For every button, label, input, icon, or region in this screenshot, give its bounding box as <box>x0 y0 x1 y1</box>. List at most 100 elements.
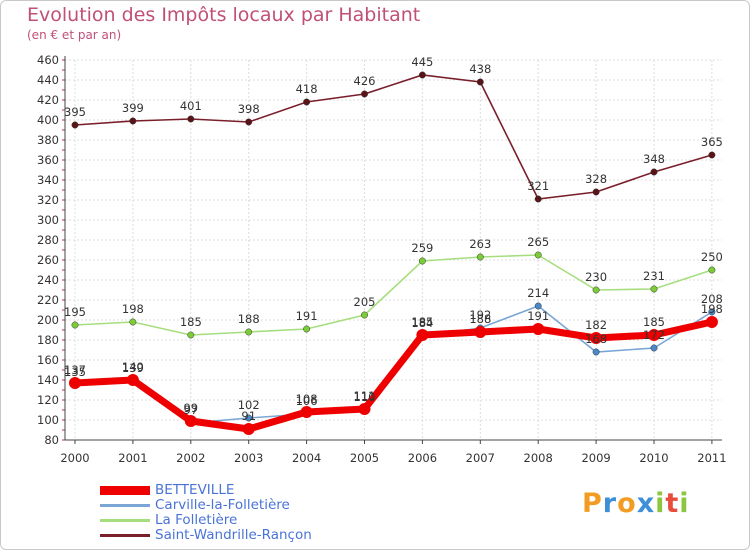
series-line-betteville <box>74 318 713 433</box>
data-label: 182 <box>585 318 607 332</box>
data-point <box>474 326 487 338</box>
data-point <box>708 308 716 316</box>
data-point <box>418 71 426 79</box>
y-tick-label: 280 <box>37 233 59 247</box>
legend-label-saint-wandrille: Saint-Wandrille-Rançon <box>155 527 312 543</box>
proxiti-logo: Proxiti <box>582 488 690 519</box>
y-tick-label: 200 <box>37 313 59 327</box>
data-label: 110 <box>354 390 376 404</box>
x-tick-label: 2001 <box>118 451 147 465</box>
data-point <box>300 406 313 418</box>
y-tick-label: 240 <box>37 273 59 287</box>
data-point <box>648 329 660 341</box>
data-point <box>245 414 253 422</box>
data-label: 365 <box>701 135 723 149</box>
legend-label-betteville: BETTEVILLE <box>155 482 235 498</box>
data-label: 401 <box>180 99 202 113</box>
x-tick-label: 2002 <box>176 451 205 465</box>
data-label: 172 <box>643 328 665 342</box>
data-point <box>476 78 484 86</box>
logo-letter: o <box>617 488 637 519</box>
axes: 80 100 120 140 160 180 200 220 240 260 280 300 320 34… <box>37 53 726 465</box>
data-point <box>71 121 79 129</box>
data-label: 399 <box>122 101 144 115</box>
data-point <box>534 251 542 259</box>
legend-swatch-carville <box>100 504 150 507</box>
data-point <box>242 423 255 435</box>
data-label: 188 <box>469 312 491 326</box>
legend-swatch-betteville <box>100 486 150 495</box>
y-tick-label: 300 <box>37 213 59 227</box>
y-tick-label: 360 <box>37 153 59 167</box>
data-point <box>592 286 600 294</box>
x-tick-label: 2000 <box>60 451 89 465</box>
data-point <box>187 115 195 123</box>
x-tick-label: 2006 <box>408 451 437 465</box>
y-tick-label: 120 <box>37 393 59 407</box>
series-layer <box>69 71 718 435</box>
data-point <box>126 374 139 386</box>
data-point <box>705 316 718 328</box>
data-label: 106 <box>296 394 318 408</box>
data-point <box>358 403 371 415</box>
data-point <box>187 331 195 339</box>
data-label: 168 <box>585 332 607 346</box>
y-tick-label: 180 <box>37 333 59 347</box>
data-label: 108 <box>296 392 318 406</box>
data-point <box>476 253 484 261</box>
data-point <box>650 344 658 352</box>
data-point <box>534 195 542 203</box>
y-tick-label: 440 <box>37 73 59 87</box>
x-tick-label: 2007 <box>466 451 495 465</box>
y-tick-label: 100 <box>37 413 59 427</box>
data-point <box>418 257 426 265</box>
y-tick-label: 220 <box>37 293 59 307</box>
data-label: 205 <box>354 295 376 309</box>
data-label: 426 <box>354 74 376 88</box>
data-point <box>416 329 429 341</box>
y-tick-label: 400 <box>37 113 59 127</box>
data-label: 328 <box>585 172 607 186</box>
data-point <box>69 377 81 389</box>
y-tick-label: 160 <box>37 353 59 367</box>
data-label: 263 <box>469 237 491 251</box>
logo-letter: i <box>655 488 666 519</box>
series-line-0 <box>74 74 713 200</box>
data-label: 111 <box>354 389 376 403</box>
data-label: 184 <box>411 316 433 330</box>
legend-swatch-folletiere <box>100 519 150 522</box>
data-point <box>129 117 137 125</box>
data-label: 135 <box>64 365 86 379</box>
data-label: 214 <box>527 286 549 300</box>
data-point <box>532 323 545 335</box>
data-label: 395 <box>64 105 86 119</box>
data-label: 185 <box>643 315 665 329</box>
data-label: 188 <box>238 312 260 326</box>
logo-letter: x <box>636 488 656 519</box>
data-label: 230 <box>585 270 607 284</box>
data-label: 97 <box>183 403 198 417</box>
legend-label-folletiere: La Folletière <box>155 512 238 528</box>
data-label: 231 <box>643 269 665 283</box>
x-tick-label: 2009 <box>581 451 610 465</box>
data-label: 348 <box>643 152 665 166</box>
data-label: 208 <box>701 292 723 306</box>
y-tick-label: 420 <box>37 93 59 107</box>
data-point <box>245 118 253 126</box>
data-point <box>303 325 311 333</box>
data-label: 265 <box>527 235 549 249</box>
y-tick-label: 260 <box>37 253 59 267</box>
data-label: 185 <box>411 315 433 329</box>
data-point <box>245 328 253 336</box>
x-tick-label: 2010 <box>639 451 668 465</box>
data-label: 185 <box>180 315 202 329</box>
x-tick-label: 2008 <box>524 451 553 465</box>
data-label: 99 <box>183 401 198 415</box>
legend-swatch-saint-wandrille <box>100 534 150 537</box>
data-point <box>590 332 603 344</box>
data-label: 438 <box>469 62 491 76</box>
x-tick-label: 2004 <box>292 451 321 465</box>
data-label: 140 <box>122 360 144 374</box>
data-point <box>534 302 542 310</box>
